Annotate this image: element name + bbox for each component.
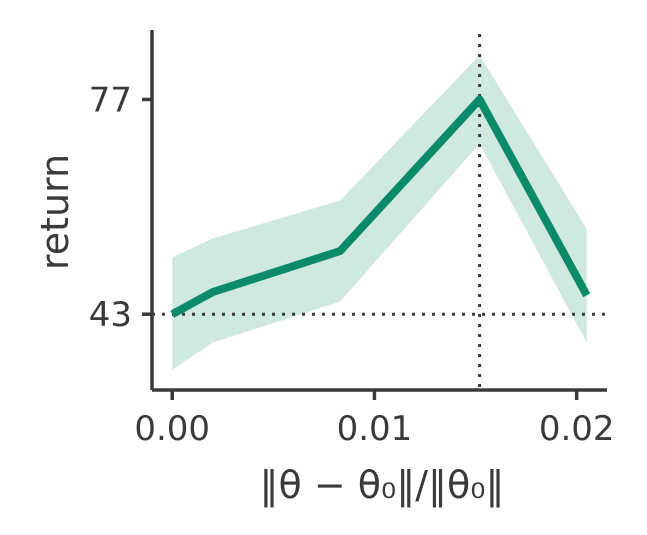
ticks: 0.00 0.01 0.02 43 77 [89,80,615,449]
series-0-line [170,95,591,318]
x-tick-label: 0.01 [337,409,413,449]
y-tick-label: 77 [89,80,132,120]
plot-area [152,34,607,390]
y-axis-label: return [33,154,77,270]
y-tick-label: 43 [89,295,132,335]
x-tick-label: 0.00 [134,409,210,449]
x-axis-label: ‖θ − θ₀‖/‖θ₀‖ [259,463,504,508]
axes [150,30,607,392]
x-tick-label: 0.02 [539,409,615,449]
